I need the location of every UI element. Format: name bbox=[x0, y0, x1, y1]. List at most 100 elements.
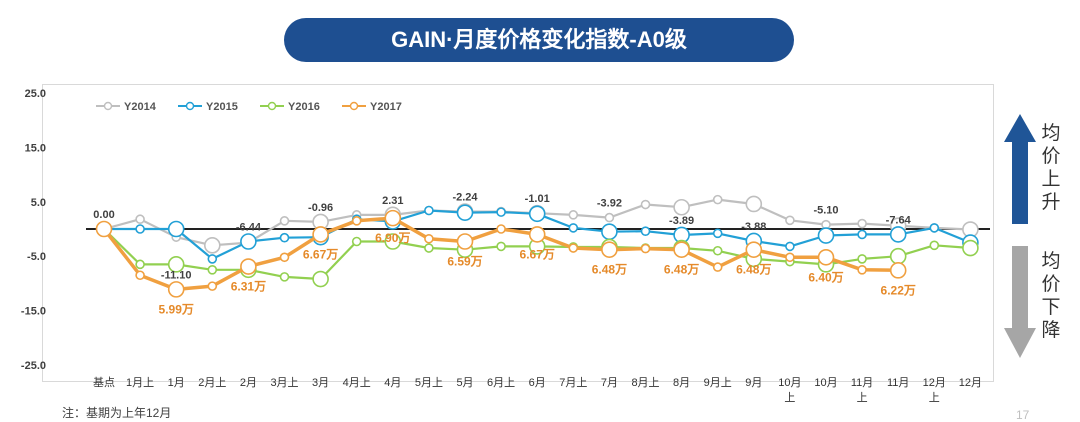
x-tick-label: 基点 bbox=[93, 376, 115, 389]
x-tick-label: 4月上 bbox=[343, 376, 371, 389]
price-data-label: 6.90万 bbox=[375, 231, 410, 245]
data-point-y2016 bbox=[857, 254, 867, 264]
data-point-y2016 bbox=[384, 233, 402, 250]
x-tick-label: 12月 bbox=[923, 377, 946, 389]
data-point-y2017 bbox=[207, 281, 218, 291]
data-point-y2017 bbox=[456, 233, 474, 250]
data-point-y2015 bbox=[528, 205, 546, 223]
legend-label: Y2017 bbox=[370, 101, 402, 113]
side-label-down-char: 下 bbox=[1041, 297, 1061, 318]
x-tick-label: 6月上 bbox=[487, 376, 515, 389]
price-data-label: 6.48万 bbox=[664, 263, 699, 277]
legend-swatch-marker bbox=[185, 101, 195, 111]
data-point-y2017 bbox=[496, 224, 506, 234]
x-tick-label: 10月 bbox=[814, 377, 837, 389]
side-label-down-char: 价 bbox=[1041, 274, 1061, 295]
data-point-y2014 bbox=[204, 237, 221, 254]
x-tick-label: 上 bbox=[929, 391, 940, 404]
price-data-label: 6.31万 bbox=[231, 280, 266, 294]
data-point-y2015 bbox=[207, 254, 218, 264]
data-point-y2017 bbox=[712, 262, 723, 272]
index-data-label: 0.00 bbox=[93, 209, 114, 221]
data-point-y2014 bbox=[712, 194, 723, 205]
data-point-y2015 bbox=[929, 223, 940, 233]
y-tick-label: 5.0 bbox=[31, 197, 46, 209]
data-point-y2017 bbox=[673, 241, 690, 258]
data-point-y2014 bbox=[604, 212, 615, 223]
y-tick-label: -25.0 bbox=[21, 360, 46, 372]
legend-label: Y2016 bbox=[288, 101, 320, 113]
footnote: 注：基期为上年12月 bbox=[62, 406, 172, 420]
index-data-label: -3.89 bbox=[669, 215, 694, 227]
data-point-y2017 bbox=[167, 281, 185, 298]
data-point-y2015 bbox=[640, 226, 651, 236]
x-tick-label: 上 bbox=[857, 391, 868, 404]
data-point-y2017 bbox=[745, 241, 763, 258]
price-data-label: 6.59万 bbox=[447, 255, 482, 269]
x-tick-label: 7月 bbox=[601, 377, 618, 389]
data-point-y2015 bbox=[712, 228, 723, 239]
x-tick-label: 8月 bbox=[673, 377, 690, 389]
data-point-y2015 bbox=[279, 232, 290, 243]
side-label-up-char: 均 bbox=[1041, 123, 1061, 144]
data-point-y2015 bbox=[857, 229, 867, 240]
data-point-y2015 bbox=[496, 207, 506, 217]
x-tick-label: 2月 bbox=[240, 377, 257, 389]
index-data-label: -0.96 bbox=[308, 202, 333, 214]
down-arrow-icon bbox=[1004, 246, 1036, 358]
data-point-y2015 bbox=[167, 220, 185, 238]
data-point-y2014 bbox=[640, 199, 651, 210]
y-tick-label: -15.0 bbox=[21, 306, 46, 318]
data-point-y2015 bbox=[135, 224, 145, 234]
data-point-y2017 bbox=[889, 262, 907, 279]
side-label-up-char: 升 bbox=[1041, 192, 1061, 213]
x-tick-label: 11月 bbox=[851, 377, 873, 389]
plot-frame bbox=[42, 84, 994, 382]
x-tick-label: 6月 bbox=[529, 377, 546, 389]
data-point-y2016 bbox=[496, 241, 506, 252]
data-point-y2015 bbox=[240, 233, 257, 250]
legend-swatch-marker bbox=[103, 101, 113, 111]
data-point-y2017 bbox=[424, 233, 434, 244]
data-point-y2017 bbox=[528, 226, 546, 243]
legend-swatch-marker bbox=[267, 101, 277, 111]
x-tick-label: 12月 bbox=[959, 377, 982, 389]
chart-title: GAIN·月度价格变化指数-A0级 bbox=[284, 18, 794, 62]
data-point-y2016 bbox=[279, 272, 290, 282]
data-point-y2014 bbox=[745, 195, 763, 213]
x-tick-label: 4月 bbox=[384, 377, 401, 389]
data-point-y2016 bbox=[312, 270, 329, 288]
data-point-y2015 bbox=[424, 205, 434, 216]
index-data-label: -11.10 bbox=[161, 269, 192, 281]
data-point-y2017 bbox=[640, 243, 651, 254]
x-tick-label: 3月 bbox=[312, 377, 329, 389]
price-data-label: 6.40万 bbox=[808, 270, 843, 284]
index-data-label: -1.01 bbox=[525, 193, 550, 205]
data-point-y2017 bbox=[240, 258, 257, 275]
data-point-y2017 bbox=[135, 270, 145, 281]
price-data-label: 6.48万 bbox=[736, 263, 771, 277]
data-point-y2014 bbox=[673, 198, 690, 216]
data-point-y2016 bbox=[351, 236, 362, 247]
data-point-y2016 bbox=[889, 247, 907, 265]
index-data-label: -3.92 bbox=[597, 198, 622, 210]
data-point-y2015 bbox=[568, 223, 579, 233]
legend-label: Y2015 bbox=[206, 101, 238, 113]
price-data-label: 6.67万 bbox=[303, 247, 338, 261]
price-data-label: 6.22万 bbox=[881, 283, 916, 297]
data-point-y2015 bbox=[889, 226, 907, 243]
x-tick-label: 8月上 bbox=[631, 376, 659, 389]
index-data-label: -2.24 bbox=[452, 192, 478, 204]
data-point-y2016 bbox=[712, 245, 723, 256]
data-point-y2015 bbox=[601, 223, 618, 241]
data-point-y2017 bbox=[568, 243, 579, 253]
data-point-y2017 bbox=[817, 248, 835, 266]
index-data-label: 2.31 bbox=[382, 195, 403, 207]
x-tick-label: 9月 bbox=[745, 377, 762, 389]
y-tick-label: 25.0 bbox=[25, 88, 46, 100]
page-number: 17 bbox=[1016, 408, 1030, 422]
x-tick-label: 7月上 bbox=[559, 376, 587, 389]
data-point-y2017 bbox=[312, 226, 329, 243]
data-point-y2016 bbox=[424, 243, 434, 253]
side-label-down-char: 均 bbox=[1041, 251, 1061, 272]
